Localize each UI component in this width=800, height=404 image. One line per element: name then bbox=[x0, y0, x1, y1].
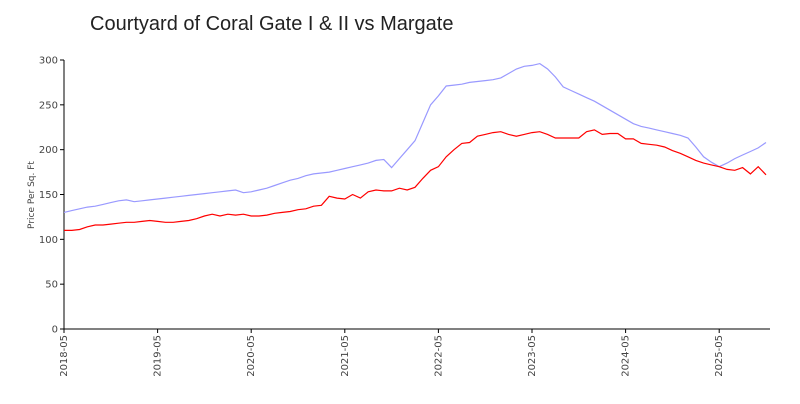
x-tick-label: 2023-05 bbox=[527, 335, 538, 377]
x-tick-label: 2024-05 bbox=[621, 335, 632, 377]
x-tick-label: 2020-05 bbox=[246, 335, 257, 377]
x-tick-label: 2019-05 bbox=[153, 335, 164, 377]
y-tick-label: 300 bbox=[39, 56, 58, 67]
chart-title: Courtyard of Coral Gate I & II vs Margat… bbox=[90, 13, 453, 35]
x-tick-label: 2021-05 bbox=[340, 335, 351, 377]
x-tick-label: 2018-05 bbox=[59, 335, 70, 377]
y-tick-label: 250 bbox=[39, 100, 58, 111]
series-line bbox=[64, 129, 767, 231]
x-tick-label: 2025-05 bbox=[714, 335, 725, 377]
x-tick-label: 2022-05 bbox=[433, 335, 444, 377]
y-axis-label: Price Per Sq. Ft bbox=[27, 161, 37, 229]
y-tick-label: 100 bbox=[39, 235, 58, 246]
series-line bbox=[63, 62, 767, 213]
y-tick-label: 200 bbox=[39, 145, 58, 156]
y-tick-label: 150 bbox=[39, 190, 58, 201]
y-tick-label: 0 bbox=[52, 325, 58, 336]
y-tick-label: 50 bbox=[45, 280, 58, 291]
